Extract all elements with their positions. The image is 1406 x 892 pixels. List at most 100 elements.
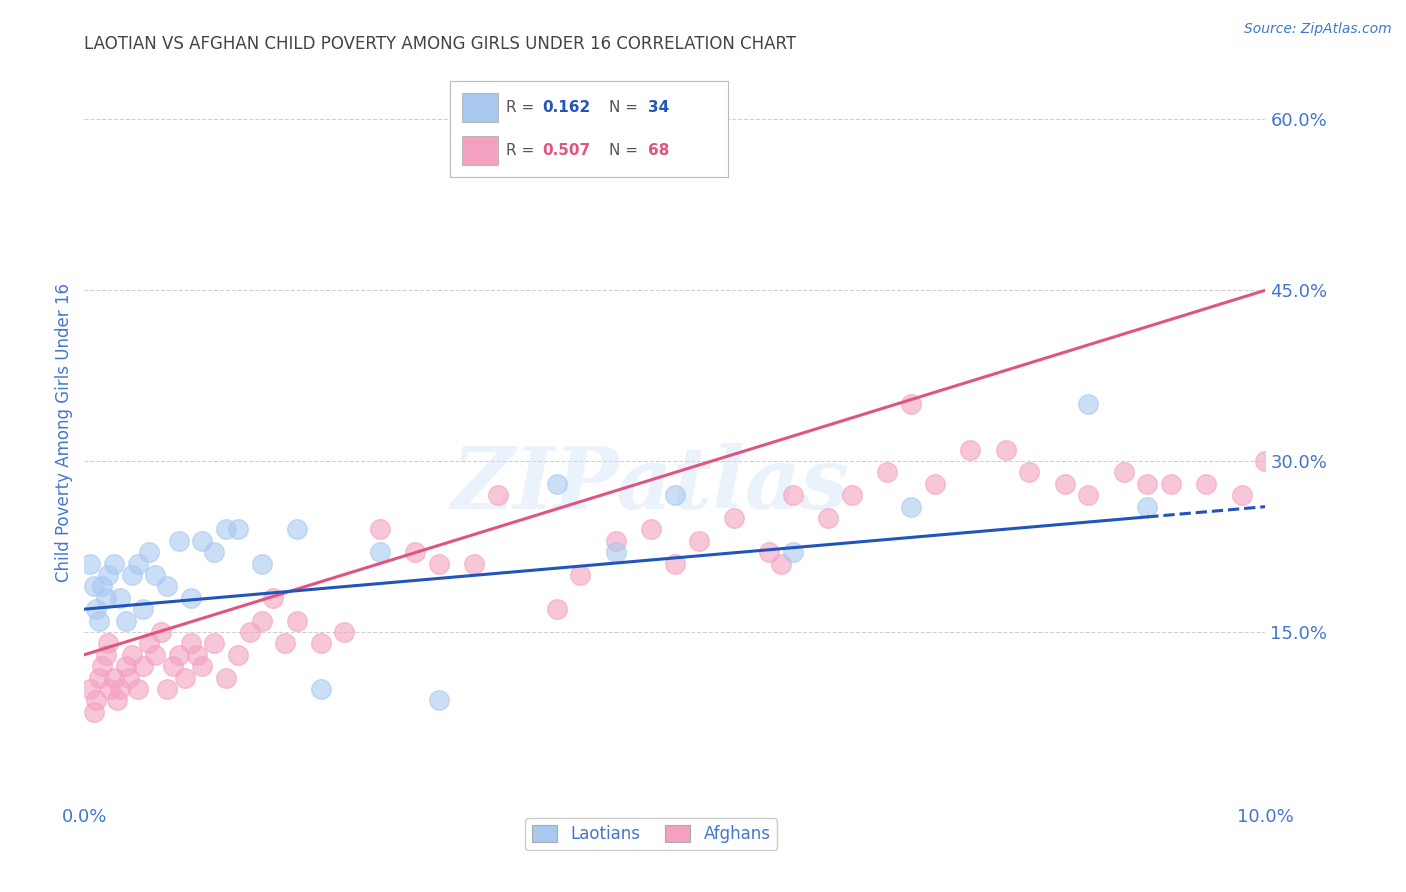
Point — [108, 591, 131, 605]
Text: Source: ZipAtlas.com: Source: ZipAtlas.com — [1244, 22, 1392, 37]
Point — [114, 659, 136, 673]
Point — [285, 523, 308, 537]
Text: ZIPatlas: ZIPatlas — [453, 442, 851, 526]
Point — [569, 568, 592, 582]
Point — [1077, 488, 1099, 502]
Point — [404, 545, 426, 559]
Point — [84, 693, 107, 707]
Point — [180, 636, 202, 650]
Point — [94, 591, 117, 605]
Point — [91, 579, 114, 593]
Point — [226, 523, 249, 537]
Point — [156, 579, 179, 593]
Point — [226, 648, 249, 662]
Point — [250, 614, 273, 628]
Point — [167, 533, 190, 548]
Point — [121, 648, 143, 662]
Point — [108, 681, 131, 696]
Text: LAOTIAN VS AFGHAN CHILD POVERTY AMONG GIRLS UNDER 16 CORRELATION CHART: LAOTIAN VS AFGHAN CHILD POVERTY AMONG GI… — [84, 35, 796, 53]
Point — [107, 693, 129, 707]
Point — [127, 557, 149, 571]
Point — [1053, 476, 1076, 491]
Point — [150, 624, 173, 639]
Point — [924, 476, 946, 491]
Point — [546, 476, 568, 491]
Point — [79, 681, 101, 696]
Point — [427, 557, 450, 571]
Point — [132, 602, 155, 616]
Point — [143, 648, 166, 662]
Point — [118, 671, 141, 685]
Point — [127, 681, 149, 696]
Point — [167, 648, 190, 662]
Point — [723, 511, 745, 525]
Point — [640, 523, 662, 537]
Point — [239, 624, 262, 639]
Point — [250, 557, 273, 571]
Point — [1136, 476, 1159, 491]
Point — [191, 659, 214, 673]
Point — [215, 671, 238, 685]
Point — [143, 568, 166, 582]
Point — [87, 614, 110, 628]
Point — [138, 545, 160, 559]
Point — [758, 545, 780, 559]
Point — [782, 488, 804, 502]
Point — [103, 557, 125, 571]
Point — [1278, 466, 1301, 480]
Point — [900, 397, 922, 411]
Point — [79, 557, 101, 571]
Point — [156, 681, 179, 696]
Point — [368, 545, 391, 559]
Y-axis label: Child Poverty Among Girls Under 16: Child Poverty Among Girls Under 16 — [55, 283, 73, 582]
Point — [841, 488, 863, 502]
Point — [1254, 454, 1277, 468]
Point — [162, 659, 184, 673]
Point — [1077, 397, 1099, 411]
Point — [309, 681, 332, 696]
Point — [664, 557, 686, 571]
Point — [180, 591, 202, 605]
Point — [1018, 466, 1040, 480]
Point — [368, 523, 391, 537]
Point — [285, 614, 308, 628]
Point — [1230, 488, 1253, 502]
Point — [605, 545, 627, 559]
Point — [309, 636, 332, 650]
Point — [959, 442, 981, 457]
Point — [876, 466, 898, 480]
Point — [262, 591, 284, 605]
Point — [486, 488, 509, 502]
Point — [333, 624, 356, 639]
Point — [900, 500, 922, 514]
Point — [103, 671, 125, 685]
Point — [138, 636, 160, 650]
Point — [87, 671, 110, 685]
Point — [215, 523, 238, 537]
Point — [546, 602, 568, 616]
Point — [463, 557, 485, 571]
Point — [97, 568, 120, 582]
Point — [688, 533, 710, 548]
Point — [94, 648, 117, 662]
Point — [91, 659, 114, 673]
Point — [817, 511, 839, 525]
Point — [1136, 500, 1159, 514]
Point — [186, 648, 208, 662]
Point — [83, 579, 105, 593]
Point — [1160, 476, 1182, 491]
Point — [1112, 466, 1135, 480]
Point — [202, 636, 225, 650]
Point — [84, 602, 107, 616]
Point — [605, 533, 627, 548]
Point — [121, 568, 143, 582]
Point — [132, 659, 155, 673]
Legend: Laotians, Afghans: Laotians, Afghans — [526, 819, 778, 850]
Point — [114, 614, 136, 628]
Point — [782, 545, 804, 559]
Point — [1195, 476, 1218, 491]
Point — [427, 693, 450, 707]
Point — [98, 681, 121, 696]
Point — [664, 488, 686, 502]
Point — [274, 636, 297, 650]
